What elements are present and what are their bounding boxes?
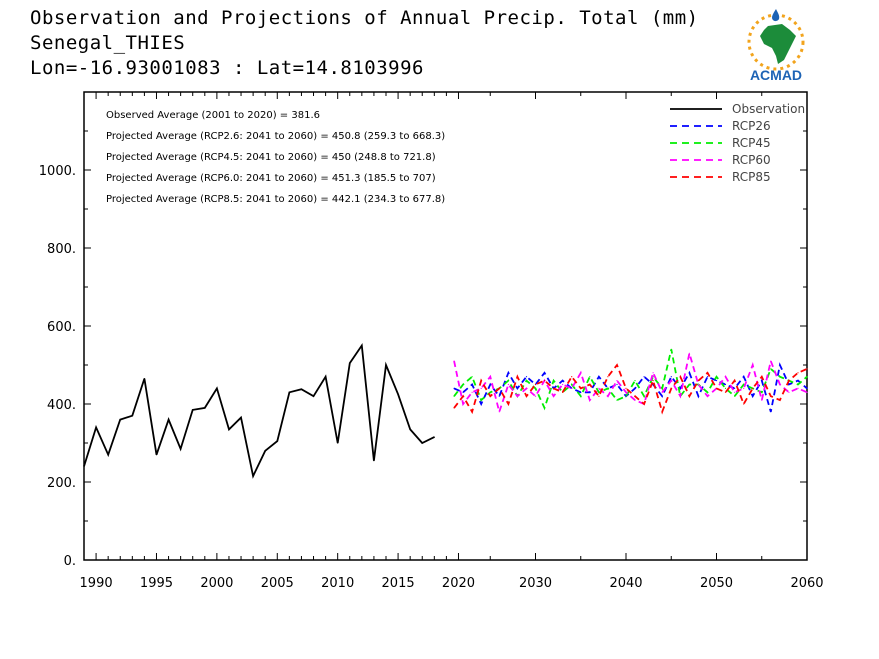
data-point-rcp85 <box>625 387 627 389</box>
data-point-rcp26 <box>616 383 618 386</box>
data-point-rcp85 <box>571 376 573 378</box>
data-point-rcp60 <box>688 352 691 354</box>
annotation-line: Projected Average (RCP2.6: 2041 to 2060)… <box>106 131 445 142</box>
data-point-rcp60 <box>534 395 537 397</box>
data-point-rcp60 <box>734 391 736 393</box>
data-point-rcp60 <box>507 383 509 386</box>
x-tick-label: 1995 <box>140 576 173 591</box>
annotation-line: Projected Average (RCP6.0: 2041 to 2060)… <box>106 173 436 184</box>
data-point-rcp26 <box>498 395 500 397</box>
series-line-rcp45 <box>453 349 808 411</box>
africa-map-logo-icon: ACMAD <box>747 9 805 83</box>
series-line-rcp26 <box>453 362 808 413</box>
data-point-rcp85 <box>806 368 808 370</box>
y-tick-label: 800. <box>47 242 76 257</box>
location-name: Senegal_THIES <box>30 32 186 54</box>
data-point-rcp85 <box>607 376 609 378</box>
data-point-rcp60 <box>616 380 618 382</box>
data-point-rcp26 <box>724 383 727 386</box>
data-point-rcp60 <box>797 387 799 389</box>
africa-shape <box>760 24 796 64</box>
y-tick-label: 200. <box>47 476 76 491</box>
water-drop-icon <box>772 9 780 22</box>
x-axis: 1990 1995 2000 2005 2010 2015 2020 2030 2040 2050… <box>80 92 824 591</box>
data-point-rcp60 <box>743 387 745 389</box>
series-layer <box>83 342 808 479</box>
x-tick-label: 2050 <box>700 576 733 591</box>
data-point-rcp60 <box>562 383 564 386</box>
x-tick-label: 2010 <box>321 576 354 591</box>
data-point-rcp26 <box>706 376 709 378</box>
data-point-rcp45 <box>589 376 591 378</box>
y-tick-label: 600. <box>47 320 76 335</box>
data-point-rcp26 <box>670 376 672 378</box>
data-point-rcp45 <box>724 387 727 389</box>
data-point-rcp85 <box>743 403 745 405</box>
data-point-rcp85 <box>797 372 799 374</box>
x-tick-label: 2060 <box>790 576 823 591</box>
y-tick-label: 0. <box>64 554 76 569</box>
data-point-rcp26 <box>643 376 645 378</box>
legend-label-observation: Observation <box>732 102 805 116</box>
chart-title: Observation and Projections of Annual Pr… <box>30 7 699 29</box>
data-point-rcp26 <box>525 376 528 378</box>
data-point-rcp45 <box>471 376 473 378</box>
annotation-line: Observed Average (2001 to 2020) = 381.6 <box>106 110 320 121</box>
data-point-rcp60 <box>498 411 500 413</box>
legend-label-rcp60: RCP60 <box>732 153 771 167</box>
y-axis: 0. 200. 400. 600. 800. 1000. <box>39 91 807 569</box>
series-line-rcp85 <box>453 363 808 415</box>
series-line-rcp60 <box>453 353 808 415</box>
annotation-line: Projected Average (RCP4.5: 2041 to 2060)… <box>106 152 436 163</box>
data-point-rcp60 <box>480 387 482 389</box>
data-point-rcp60 <box>788 391 790 393</box>
x-tick-label: 2040 <box>609 576 642 591</box>
annotation-line: Projected Average (RCP8.5: 2041 to 2060)… <box>106 194 445 205</box>
data-point-rcp85 <box>724 391 727 393</box>
data-point-rcp60 <box>571 387 573 389</box>
x-tick-label: 2000 <box>200 576 233 591</box>
x-tick-label: 2015 <box>382 576 415 591</box>
logo-text: ACMAD <box>750 67 802 83</box>
y-tick-label: 1000. <box>39 164 76 179</box>
data-point-rcp85 <box>652 380 654 382</box>
legend-label-rcp45: RCP45 <box>732 136 771 150</box>
data-point-rcp60 <box>471 391 473 393</box>
data-point-rcp26 <box>715 380 718 382</box>
data-point-rcp45 <box>625 395 627 397</box>
data-point-rcp45 <box>634 380 636 382</box>
x-tick-label: 1990 <box>80 576 113 591</box>
data-point-rcp60 <box>598 387 600 389</box>
data-point-rcp85 <box>598 395 600 397</box>
data-point-rcp60 <box>806 391 808 393</box>
data-point-rcp85 <box>543 380 546 382</box>
x-tick-label: 2005 <box>261 576 294 591</box>
x-tick-label: 2020 <box>442 576 475 591</box>
data-point-rcp60 <box>652 372 654 374</box>
x-tick-label: 2030 <box>519 576 552 591</box>
legend-label-rcp85: RCP85 <box>732 170 771 184</box>
annotation-block: Observed Average (2001 to 2020) = 381.6 P… <box>106 110 445 205</box>
data-point-rcp45 <box>616 399 618 401</box>
y-tick-label: 400. <box>47 398 76 413</box>
coordinates: Lon=-16.93001083 : Lat=14.8103996 <box>30 57 424 79</box>
data-point-rcp85 <box>752 387 754 389</box>
legend-label-rcp26: RCP26 <box>732 119 771 133</box>
series-line-observation <box>83 342 435 479</box>
legend: Observation RCP26 RCP45 RCP60 RCP85 <box>670 102 805 184</box>
data-point-rcp60 <box>697 383 700 386</box>
data-point-rcp85 <box>534 383 537 386</box>
